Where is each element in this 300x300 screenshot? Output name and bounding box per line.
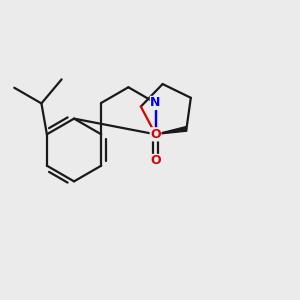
- Text: N: N: [150, 96, 161, 110]
- Polygon shape: [156, 127, 187, 134]
- Text: O: O: [150, 154, 161, 167]
- Text: O: O: [150, 128, 161, 141]
